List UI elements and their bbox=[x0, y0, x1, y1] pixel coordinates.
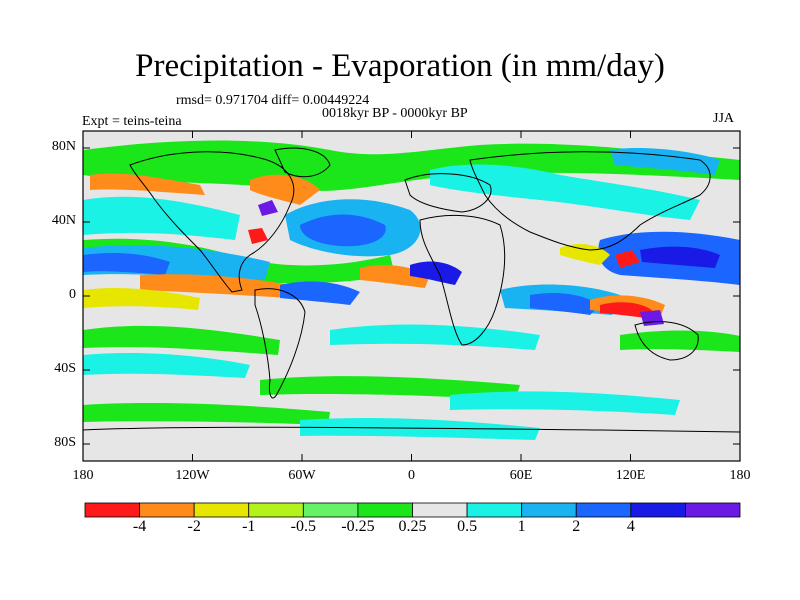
field-patch bbox=[615, 250, 640, 268]
field-patch bbox=[140, 274, 290, 298]
colorbar-label: -1 bbox=[242, 518, 256, 535]
colorbar-label: 0.5 bbox=[457, 518, 478, 535]
colorbar-swatch bbox=[302, 502, 359, 518]
field-patch bbox=[330, 324, 540, 350]
field-patch bbox=[83, 325, 280, 355]
colorbar-swatch bbox=[248, 502, 304, 518]
colorbar-swatch bbox=[412, 502, 468, 518]
field-patch bbox=[250, 174, 320, 205]
field-patch bbox=[410, 261, 462, 285]
field-patch bbox=[600, 302, 652, 318]
field-patch bbox=[300, 417, 540, 440]
field-patch bbox=[83, 287, 200, 310]
colorbar-label: -2 bbox=[187, 518, 201, 535]
lon-label: 0 bbox=[408, 468, 415, 483]
season-label: JJA bbox=[713, 111, 735, 126]
lat-label: 40S bbox=[54, 361, 76, 376]
field-patch bbox=[620, 330, 740, 352]
field-patch bbox=[258, 200, 278, 216]
colorbar-label: 4 bbox=[626, 518, 635, 535]
lat-label: 80N bbox=[51, 139, 76, 154]
lon-label: 180 bbox=[72, 468, 94, 483]
lat-label: 80S bbox=[54, 435, 76, 450]
colorbar-label: -0.25 bbox=[341, 518, 375, 535]
colorbar-label: 2 bbox=[572, 518, 581, 535]
colorbar-swatch bbox=[685, 502, 741, 518]
field-patch bbox=[83, 252, 170, 275]
field-patch bbox=[530, 293, 600, 315]
lon-label: 60E bbox=[509, 468, 533, 483]
lon-label: 120E bbox=[615, 468, 646, 483]
field-patch bbox=[640, 310, 664, 326]
field-patch bbox=[280, 281, 360, 305]
field-patch bbox=[260, 376, 520, 400]
colorbar bbox=[84, 502, 741, 518]
lon-label: 120W bbox=[175, 468, 210, 483]
colorbar-swatch bbox=[466, 502, 523, 518]
colorbar-swatch bbox=[193, 502, 250, 518]
experiment-label: Expt = teins-teina bbox=[82, 114, 182, 129]
colorbar-label: -0.5 bbox=[290, 518, 316, 535]
colorbar-swatch bbox=[575, 502, 632, 518]
field-patch bbox=[248, 228, 268, 244]
field-patch bbox=[83, 140, 740, 191]
field-patch bbox=[610, 148, 720, 175]
lat-label: 0 bbox=[69, 287, 76, 302]
field-patch bbox=[83, 196, 240, 240]
lon-label: 60W bbox=[288, 468, 316, 483]
field-patch bbox=[430, 164, 700, 220]
period-line: 0018kyr BP - 0000kyr BP bbox=[322, 106, 468, 121]
colorbar-swatch bbox=[139, 502, 195, 518]
lat-label: 40N bbox=[51, 213, 76, 228]
field-patch bbox=[90, 173, 205, 195]
map-title: Precipitation - Evaporation (in mm/day) bbox=[135, 48, 665, 84]
colorbar-swatch bbox=[630, 502, 686, 518]
field-patch bbox=[83, 353, 250, 378]
field-patch bbox=[300, 214, 386, 247]
map-field bbox=[83, 131, 740, 461]
colorbar-swatch bbox=[84, 502, 140, 518]
field-patch bbox=[640, 246, 720, 268]
axis-ticks bbox=[82, 131, 741, 461]
stats-line: rmsd= 0.971704 diff= 0.00449224 bbox=[176, 93, 370, 108]
field-patch bbox=[83, 402, 330, 425]
lon-label: 180 bbox=[729, 468, 751, 483]
colorbar-swatch bbox=[357, 502, 413, 518]
colorbar-label: 1 bbox=[517, 518, 526, 535]
field-patch bbox=[450, 391, 680, 415]
coastline bbox=[83, 147, 740, 433]
colorbar-swatch bbox=[521, 502, 577, 518]
colorbar-label: -4 bbox=[132, 518, 147, 535]
colorbar-label: 0.25 bbox=[398, 518, 427, 535]
